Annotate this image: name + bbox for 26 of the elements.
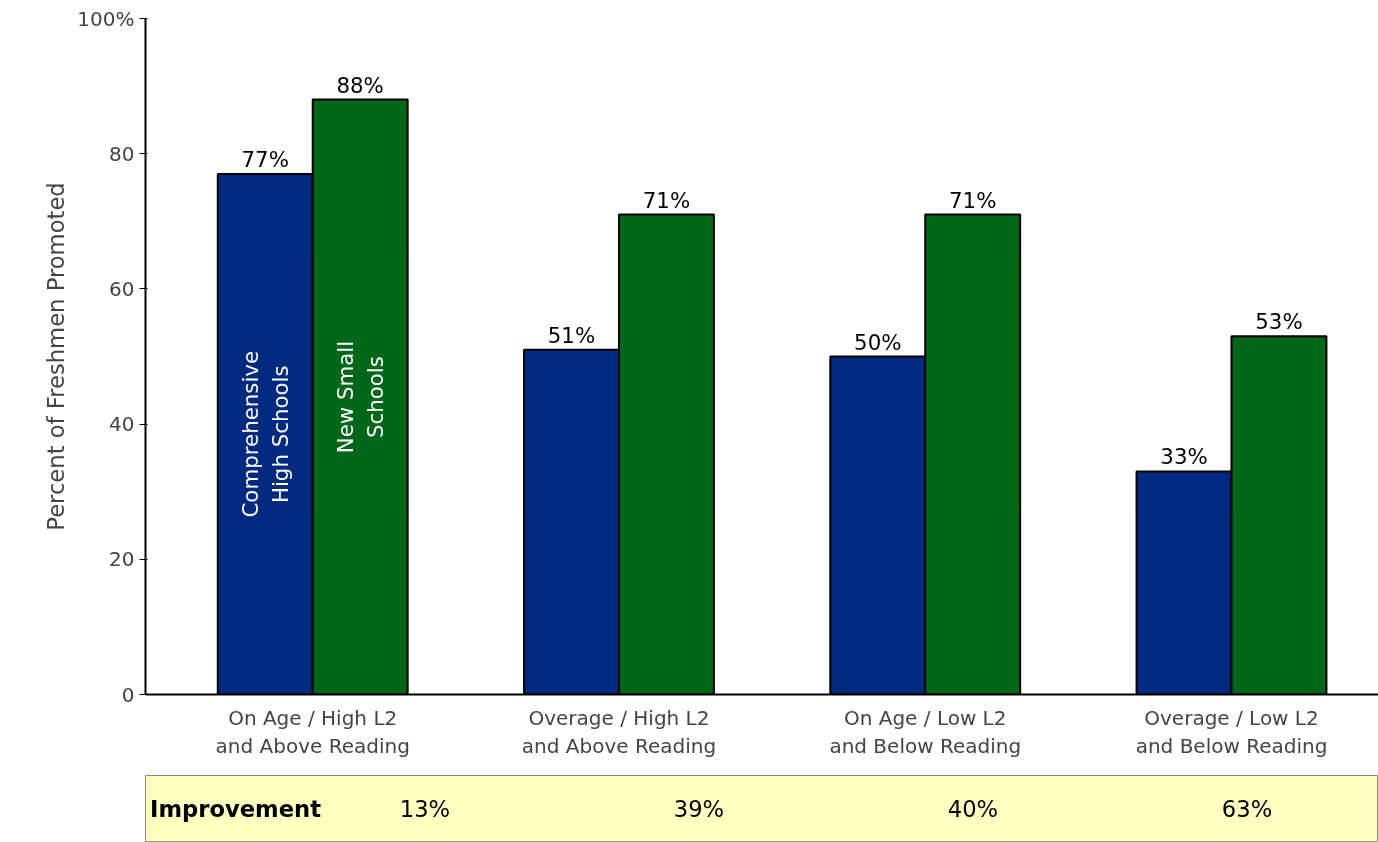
text: Improvement bbox=[149, 796, 322, 822]
text: 40% bbox=[947, 796, 999, 822]
y-tick-label: 80 bbox=[109, 141, 135, 166]
x-tick-label: On Age / Low L2 and Below Reading bbox=[829, 705, 1022, 759]
series-label: New Small Schools bbox=[332, 340, 388, 454]
x-tick-label: Overage / Low L2 and Below Reading bbox=[1135, 705, 1328, 759]
data-label: 71% bbox=[642, 187, 691, 213]
text: 63% bbox=[1221, 796, 1273, 822]
y-axis-title: Percent of Freshmen Promoted bbox=[43, 182, 70, 531]
text: 39% bbox=[673, 796, 725, 822]
text: 13% bbox=[399, 796, 451, 822]
y-tick-label: 20 bbox=[109, 547, 135, 572]
data-label: 33% bbox=[1160, 444, 1208, 470]
data-label: 51% bbox=[547, 322, 596, 348]
x-tick-label: Overage / High L2 and Above Reading bbox=[521, 705, 717, 759]
data-label: 77% bbox=[241, 146, 289, 172]
data-label: 50% bbox=[854, 329, 902, 355]
data-label: 88% bbox=[336, 72, 384, 98]
data-label: 71% bbox=[949, 187, 997, 213]
y-tick-label: 100% bbox=[77, 6, 135, 31]
y-tick-label: 40 bbox=[109, 412, 135, 437]
data-label: 53% bbox=[1255, 309, 1303, 335]
y-tick-label: 60 bbox=[109, 276, 135, 301]
x-tick-label: On Age / High L2 and Above Reading bbox=[215, 705, 410, 759]
series-label: Comprehensive High Schools bbox=[237, 350, 293, 518]
y-tick-label: 0 bbox=[121, 682, 135, 707]
